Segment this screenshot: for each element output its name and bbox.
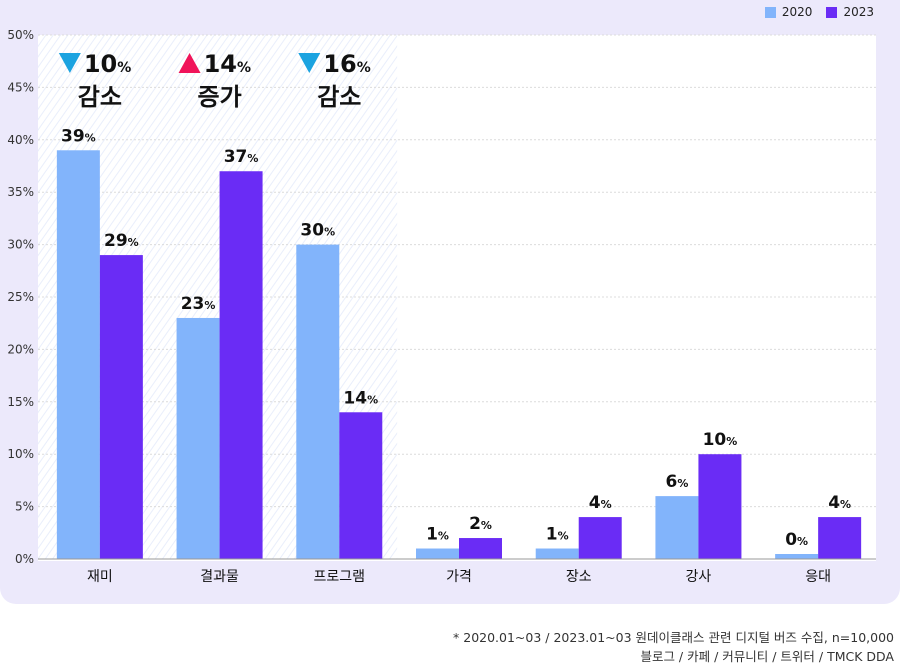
y-tick-label: 10%: [7, 447, 34, 461]
bar-2023-5: [698, 454, 742, 559]
y-tick-label: 50%: [7, 28, 34, 42]
change-value: 14%: [204, 50, 251, 78]
y-tick-label: 30%: [7, 238, 34, 252]
x-tick-label: 강사: [686, 569, 712, 585]
x-tick-label: 결과물: [200, 569, 239, 585]
legend-item-2020: 2020: [764, 5, 813, 19]
bar-chart: 0% 5% 10% 15% 20% 25% 30% 35% 40% 45% 50% 39% 29% 재미 2…: [7, 28, 876, 585]
data-label: 4%: [828, 493, 851, 513]
bar-2023-6: [818, 517, 862, 559]
legend: 2020 2023: [764, 5, 874, 19]
bar-2020-3: [416, 548, 459, 559]
change-text: 감소: [78, 83, 122, 111]
bar-2020-6: [775, 554, 819, 559]
y-tick-label: 40%: [7, 133, 34, 147]
data-label: 0%: [785, 530, 808, 550]
change-arrow-down-icon: [58, 53, 81, 73]
y-tick-label: 0%: [15, 552, 34, 566]
plot-area: 0% 5% 10% 15% 20% 25% 30% 35% 40% 45% 50% 39% 29% 재미 2…: [7, 28, 876, 585]
bar-2020-0: [56, 150, 100, 559]
bar-2023-0: [99, 255, 143, 559]
bar-2023-3: [459, 538, 502, 559]
bar-2023-2: [339, 412, 383, 559]
x-tick-label: 프로그램: [314, 569, 366, 585]
bar-2020-4: [535, 548, 579, 559]
data-label: 37%: [224, 147, 259, 167]
y-tick-label: 15%: [7, 395, 34, 409]
data-label: 14%: [343, 388, 378, 408]
y-tick-label: 25%: [7, 290, 34, 304]
x-tick-label: 가격: [446, 569, 472, 585]
x-tick-label: 장소: [566, 569, 592, 585]
change-arrow-up-icon: [178, 53, 201, 73]
legend-swatch-2023: [826, 6, 838, 18]
data-label: 29%: [104, 231, 139, 251]
y-tick-label: 35%: [7, 185, 34, 199]
data-label: 1%: [546, 525, 569, 545]
legend-swatch-2020: [764, 6, 776, 18]
footnote: * 2020.01~03 / 2023.01~03 원데이클래스 관련 디지털 …: [453, 628, 894, 666]
bar-2020-1: [176, 317, 220, 559]
data-label: 30%: [300, 221, 335, 241]
y-tick-label: 20%: [7, 342, 34, 356]
chart-panel: 2020 2023 0% 5% 10% 15% 20% 25% 30% 35% 40% 45% 50…: [0, 0, 900, 604]
bar-2020-5: [655, 496, 699, 559]
bar-2023-4: [578, 517, 622, 559]
footnote-line-2: 블로그 / 카페 / 커뮤니티 / 트위터 / TMCK DDA: [640, 649, 894, 664]
data-label: 2%: [469, 514, 492, 534]
bar-2020-2: [296, 244, 340, 559]
change-value: 16%: [323, 50, 370, 78]
change-text: 증가: [197, 83, 241, 111]
data-label: 23%: [181, 294, 216, 314]
legend-label-2020: 2020: [781, 5, 813, 19]
data-label: 4%: [589, 493, 612, 513]
legend-item-2023: 2023: [826, 5, 874, 19]
change-value: 10%: [84, 50, 131, 78]
data-label: 6%: [665, 472, 688, 492]
y-tick-label: 45%: [7, 80, 34, 94]
y-tick-label: 5%: [15, 500, 34, 514]
change-arrow-down-icon: [298, 53, 321, 73]
data-label: 10%: [703, 430, 738, 450]
x-tick-label: 응대: [805, 569, 831, 585]
change-text: 감소: [317, 83, 361, 111]
bar-2023-1: [219, 171, 263, 560]
footnote-line-1: * 2020.01~03 / 2023.01~03 원데이클래스 관련 디지털 …: [453, 630, 894, 645]
x-tick-label: 재미: [87, 569, 113, 585]
data-label: 1%: [426, 525, 449, 545]
data-label: 39%: [61, 126, 96, 146]
legend-label-2023: 2023: [843, 5, 874, 19]
